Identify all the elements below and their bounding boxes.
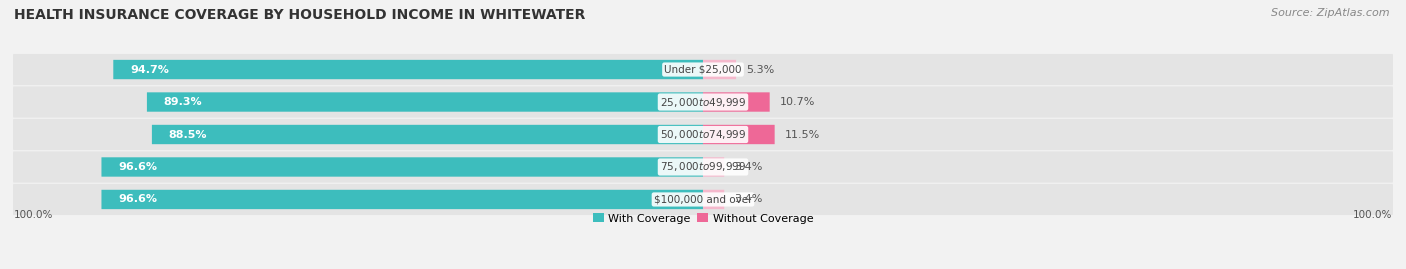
FancyBboxPatch shape <box>703 60 737 79</box>
Text: 96.6%: 96.6% <box>118 162 157 172</box>
FancyBboxPatch shape <box>152 125 703 144</box>
Text: $50,000 to $74,999: $50,000 to $74,999 <box>659 128 747 141</box>
Text: Under $25,000: Under $25,000 <box>664 65 742 75</box>
FancyBboxPatch shape <box>13 54 1393 85</box>
FancyBboxPatch shape <box>13 119 1393 150</box>
FancyBboxPatch shape <box>703 190 724 209</box>
FancyBboxPatch shape <box>146 92 703 112</box>
Text: 100.0%: 100.0% <box>1353 210 1392 220</box>
Text: 96.6%: 96.6% <box>118 194 157 204</box>
Legend: With Coverage, Without Coverage: With Coverage, Without Coverage <box>592 213 814 224</box>
Text: $100,000 and over: $100,000 and over <box>654 194 752 204</box>
FancyBboxPatch shape <box>703 125 775 144</box>
Text: 100.0%: 100.0% <box>14 210 53 220</box>
FancyBboxPatch shape <box>703 92 769 112</box>
FancyBboxPatch shape <box>13 184 1393 215</box>
FancyBboxPatch shape <box>114 60 703 79</box>
FancyBboxPatch shape <box>101 157 703 177</box>
Text: HEALTH INSURANCE COVERAGE BY HOUSEHOLD INCOME IN WHITEWATER: HEALTH INSURANCE COVERAGE BY HOUSEHOLD I… <box>14 8 585 22</box>
FancyBboxPatch shape <box>101 190 703 209</box>
Text: $75,000 to $99,999: $75,000 to $99,999 <box>659 161 747 174</box>
FancyBboxPatch shape <box>13 151 1393 183</box>
Text: 3.4%: 3.4% <box>734 194 762 204</box>
Text: 88.5%: 88.5% <box>169 129 207 140</box>
FancyBboxPatch shape <box>703 157 724 177</box>
Text: Source: ZipAtlas.com: Source: ZipAtlas.com <box>1271 8 1389 18</box>
Text: 5.3%: 5.3% <box>747 65 775 75</box>
Text: 11.5%: 11.5% <box>785 129 820 140</box>
Text: 89.3%: 89.3% <box>163 97 202 107</box>
Text: 3.4%: 3.4% <box>734 162 762 172</box>
Text: 10.7%: 10.7% <box>780 97 815 107</box>
Text: 94.7%: 94.7% <box>131 65 169 75</box>
Text: $25,000 to $49,999: $25,000 to $49,999 <box>659 95 747 108</box>
FancyBboxPatch shape <box>13 86 1393 118</box>
